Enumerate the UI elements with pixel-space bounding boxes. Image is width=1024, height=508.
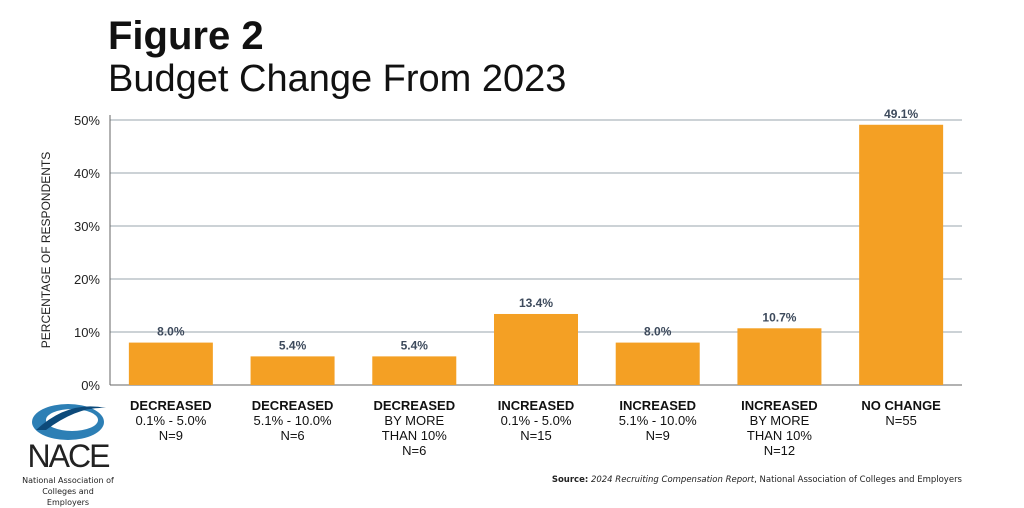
bar [128,342,213,385]
x-category-label: DECREASED [373,398,455,413]
x-category-label: N=15 [520,428,551,443]
x-category-label: 5.1% - 10.0% [254,413,332,428]
data-label: 49.1% [884,107,918,121]
data-label: 8.0% [644,325,672,339]
x-category-label: DECREASED [130,398,212,413]
data-label: 5.4% [279,338,307,352]
chart-title: Budget Change From 2023 [108,58,567,100]
bar [859,124,944,386]
x-category-label: BY MORE [384,413,444,428]
y-tick-label: 0% [81,378,100,393]
bar [615,342,700,385]
y-tick-label: 10% [74,325,100,340]
x-category-label: 0.1% - 5.0% [135,413,206,428]
x-category-label: INCREASED [619,398,696,413]
x-category-label: INCREASED [498,398,575,413]
bar [250,356,335,385]
y-tick-label: 50% [74,113,100,128]
x-category-label: N=55 [885,413,916,428]
x-category-label: NO CHANGE [861,398,941,413]
bar [372,356,457,385]
bar [737,328,822,385]
x-category-label: THAN 10% [747,428,812,443]
x-category-label: N=9 [646,428,670,443]
figure-number: Figure 2 [108,14,264,58]
y-axis-label: PERCENTAGE OF RESPONDENTS [39,152,53,348]
x-category-label: N=6 [402,443,426,458]
nace-logo: NACE National Association of Colleges an… [20,400,116,508]
source-note: Source: 2024 Recruiting Compensation Rep… [551,475,962,485]
x-category-label: THAN 10% [382,428,447,443]
nace-swoosh-icon [32,404,106,440]
x-category-label: 0.1% - 5.0% [501,413,572,428]
y-tick-label: 30% [74,219,100,234]
y-tick-label: 20% [74,272,100,287]
x-category-label: N=12 [764,443,795,458]
x-category-label: DECREASED [252,398,334,413]
x-category-label: BY MORE [750,413,810,428]
data-label: 5.4% [401,338,429,352]
x-category-label: N=6 [280,428,304,443]
x-category-label: N=9 [159,428,183,443]
x-category-label: 5.1% - 10.0% [619,413,697,428]
x-category-label: INCREASED [741,398,818,413]
bar [494,313,578,385]
y-tick-label: 40% [74,166,100,181]
data-label: 10.7% [762,310,796,324]
data-label: 8.0% [157,325,185,339]
data-label: 13.4% [519,296,553,310]
